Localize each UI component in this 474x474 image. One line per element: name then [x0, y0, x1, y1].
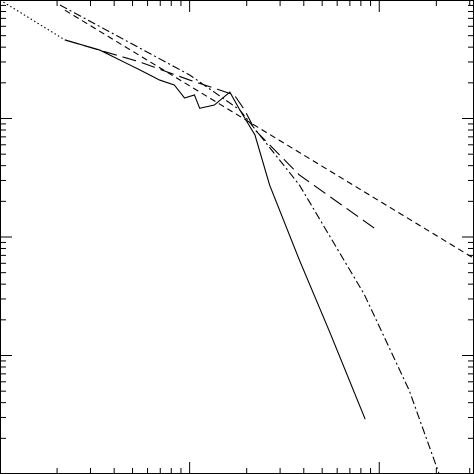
series-line	[64, 39, 366, 420]
series-line	[59, 4, 440, 474]
series-line	[64, 9, 474, 259]
series-line	[64, 39, 375, 229]
series-line	[0, 0, 66, 41]
